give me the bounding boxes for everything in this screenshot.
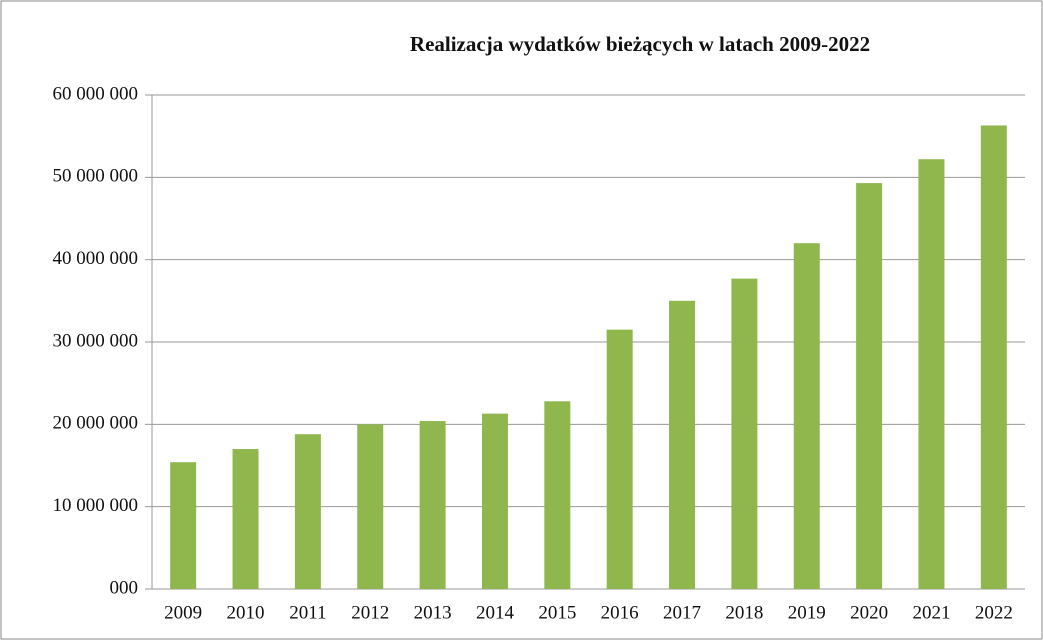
bar bbox=[232, 449, 259, 589]
x-tick-label: 2016 bbox=[601, 602, 639, 623]
bar bbox=[170, 462, 197, 589]
y-tick-label: 50 000 000 bbox=[53, 166, 139, 187]
bar bbox=[357, 424, 384, 589]
x-tick-label: 2009 bbox=[164, 602, 202, 623]
x-tick-label: 2021 bbox=[912, 602, 950, 623]
bar bbox=[980, 125, 1007, 590]
bar bbox=[918, 159, 945, 589]
bar bbox=[294, 434, 321, 589]
y-tick-label: 000 bbox=[110, 577, 139, 598]
bar bbox=[606, 329, 633, 589]
x-tick-label: 2015 bbox=[538, 602, 576, 623]
y-tick-label: 40 000 000 bbox=[53, 248, 139, 269]
x-tick-label: 2011 bbox=[289, 602, 326, 623]
bar bbox=[731, 278, 758, 589]
x-tick-label: 2010 bbox=[227, 602, 265, 623]
x-tick-label: 2019 bbox=[788, 602, 826, 623]
bar bbox=[544, 401, 571, 589]
bar bbox=[419, 421, 446, 589]
bar bbox=[793, 243, 820, 589]
x-tick-label: 2013 bbox=[414, 602, 452, 623]
x-tick-label: 2020 bbox=[850, 602, 888, 623]
y-tick-label: 10 000 000 bbox=[53, 495, 139, 516]
x-tick-label: 2012 bbox=[351, 602, 389, 623]
y-tick-label: 30 000 000 bbox=[53, 330, 139, 351]
x-tick-label: 2018 bbox=[725, 602, 763, 623]
x-tick-label: 2017 bbox=[663, 602, 701, 623]
x-tick-label: 2022 bbox=[975, 602, 1013, 623]
bar bbox=[481, 413, 508, 589]
chart-title: Realizacja wydatków bieżących w latach 2… bbox=[410, 32, 870, 56]
y-tick-label: 60 000 000 bbox=[53, 83, 139, 104]
x-tick-label: 2014 bbox=[476, 602, 515, 623]
bar bbox=[856, 183, 883, 589]
y-tick-label: 20 000 000 bbox=[53, 413, 139, 434]
bar bbox=[669, 300, 696, 589]
